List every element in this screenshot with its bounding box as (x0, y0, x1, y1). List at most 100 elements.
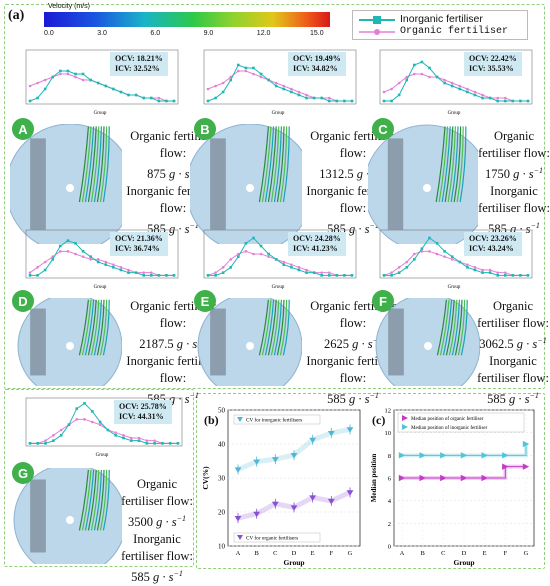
x-tick-label: G (524, 550, 529, 557)
y-axis-label: CV(%) (201, 466, 210, 490)
particle-trace (87, 299, 97, 356)
inorganic-point (137, 439, 141, 442)
colorbar (44, 12, 330, 27)
flow-text-f: Organic fertiliser flow: 3062.5 g · s−1 In… (474, 298, 550, 408)
organic-point (59, 250, 62, 253)
inorganic-point (149, 274, 153, 277)
organic-point (52, 434, 55, 437)
organic-point (104, 260, 108, 264)
particle-trace (99, 469, 108, 531)
inorganic-point (526, 274, 530, 277)
inorganic-point (66, 239, 70, 242)
organic-point (75, 418, 79, 421)
organic-point (435, 252, 439, 256)
inorganic-point (161, 442, 164, 445)
particle-trace (87, 126, 97, 203)
data-point (522, 440, 530, 448)
inorganic-point (142, 274, 145, 277)
inorganic-point (157, 274, 161, 277)
organic-point (59, 428, 63, 432)
icv-value: ICV: 44.31% (119, 412, 164, 421)
particle-trace (93, 126, 102, 203)
particle-trace (276, 126, 285, 203)
group-badge-e: E (194, 290, 216, 312)
data-point (271, 457, 279, 463)
inorganic-point (96, 260, 100, 264)
organic-point (252, 252, 255, 256)
inorganic-point (153, 442, 156, 445)
panel-bc-frame (196, 393, 545, 569)
particle-trace (90, 469, 100, 531)
cv-box-b: OCV: 19.49% ICV: 34.82% (288, 52, 346, 76)
organic-flow-value: 1750 g · s−1 (484, 166, 544, 182)
particle-trace (279, 299, 288, 356)
panel-b-label: (b) (204, 413, 219, 427)
organic-point (221, 266, 225, 269)
inorganic-point (282, 263, 286, 266)
x-tick-label: F (504, 550, 508, 557)
inorganic-point (214, 96, 217, 100)
organic-point (466, 87, 469, 91)
inorganic-point (305, 96, 308, 100)
icv-value: ICV: 41.23% (293, 244, 338, 253)
organic-point (98, 423, 102, 426)
inorganic-point (237, 63, 240, 67)
y-tick-label: 2 (388, 521, 391, 528)
organic-point (267, 255, 270, 258)
ocv-value: OCV: 22.42% (469, 54, 517, 63)
data-point (253, 459, 261, 466)
particle-trace (270, 126, 280, 203)
spreader-disc-c (368, 124, 478, 244)
inorganic-point (327, 99, 331, 103)
inorganic-point (252, 236, 255, 240)
organic-point (428, 75, 431, 79)
particle-trace (435, 126, 446, 203)
particle-trace (90, 299, 100, 356)
organic-point (153, 439, 156, 442)
inorganic-point (104, 84, 108, 88)
organic-point (43, 260, 47, 264)
inorganic-point (428, 66, 431, 70)
group-axis-label: Group (272, 111, 285, 116)
inorganic-point (28, 99, 32, 103)
organic-point (290, 263, 293, 266)
particle-trace (459, 126, 467, 203)
legend: Inorganic fertiliser Organic fertiliser (352, 10, 528, 40)
organic-point (290, 87, 293, 91)
spreader-disc-a (10, 124, 122, 244)
group-axis-label: Group (94, 111, 107, 116)
distribution-chart-g: Group (25, 397, 183, 458)
inorganic-point (526, 99, 530, 103)
colorbar-tick-label: 15.0 (310, 30, 324, 37)
cv-box-e: OCV: 24.28% ICV: 41.23% (288, 232, 346, 256)
inorganic-point (382, 99, 386, 103)
x-tick-label: A (236, 550, 241, 557)
panel-a-frame (4, 4, 545, 389)
inorganic-point (390, 274, 393, 277)
organic-point (297, 90, 301, 94)
y-tick-label: 12 (385, 408, 392, 415)
organic-point (83, 418, 86, 421)
inorganic-point (259, 244, 263, 248)
particle-trace (93, 469, 102, 531)
chart-c: 0 2 4 6 8 10 12 A B C D E F G Group Median position Medi… (370, 408, 535, 567)
particle-trace (451, 299, 460, 356)
data-point (481, 474, 488, 482)
y-tick-label: 8 (388, 453, 391, 460)
ocv-value: OCV: 21.36% (115, 234, 163, 243)
inorganic-point (28, 274, 32, 277)
particle-trace (96, 299, 105, 356)
data-point (440, 452, 447, 459)
legend-marker (402, 424, 408, 430)
flow-text-c: Organic fertiliser flow: 1750 g · s−1 Inor… (474, 128, 550, 238)
y-tick-label: 0 (388, 544, 391, 551)
legend-marker (402, 415, 408, 421)
inorganic-flow-label: Inorganic fertiliser flow: (478, 184, 550, 216)
inorganic-point (81, 250, 85, 253)
cv-box-a: OCV: 18.21% ICV: 32.52% (110, 52, 168, 76)
icv-value: ICV: 43.24% (469, 244, 514, 253)
particle-trace (273, 299, 282, 356)
organic-point (59, 72, 62, 76)
inorganic-point (149, 96, 153, 100)
inorganic-flow-value: 585 g · s−1 (487, 391, 539, 407)
